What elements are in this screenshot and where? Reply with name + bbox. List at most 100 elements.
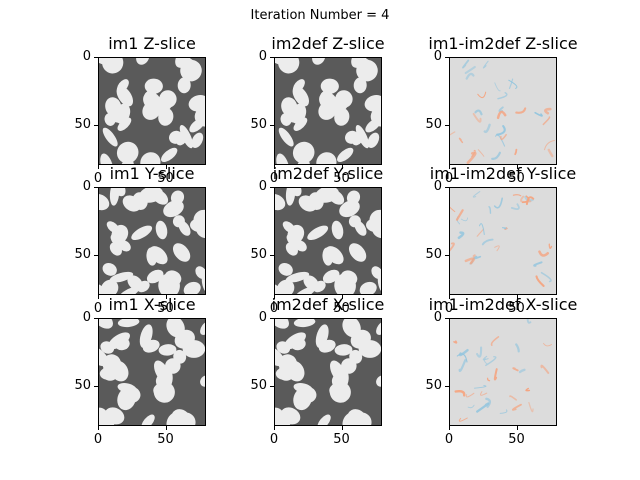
diff-streak <box>480 391 488 396</box>
xtick-label: 0 <box>93 432 103 447</box>
diff-streak <box>534 111 543 117</box>
diff-streak <box>514 148 518 156</box>
grain-blob <box>367 132 380 148</box>
grain-blob <box>346 190 361 205</box>
grain-blob <box>290 103 307 124</box>
grain-blob <box>293 117 308 131</box>
grain-blob <box>140 152 161 164</box>
grain-blob <box>102 127 118 147</box>
grain-blob <box>356 59 378 82</box>
grain-blob <box>286 188 302 197</box>
diff-streak <box>490 336 500 346</box>
grain-blob <box>99 319 112 325</box>
diff-streak <box>515 343 520 353</box>
ytick-label: 0 <box>82 179 91 194</box>
grain-blob <box>188 95 205 112</box>
ytick-mark <box>94 187 98 188</box>
xtick-mark <box>165 295 167 299</box>
diff-streak <box>499 409 508 414</box>
ytick-mark <box>94 385 98 387</box>
grain-blob <box>297 158 310 164</box>
diff-streak <box>515 107 527 114</box>
grain-blob <box>180 59 202 82</box>
grain-blob <box>110 234 123 248</box>
ytick-label: 50 <box>74 246 91 262</box>
grain-blob <box>284 332 306 350</box>
xtick-mark <box>98 426 99 430</box>
ytick-label: 50 <box>250 116 267 132</box>
diff-streak <box>544 140 555 151</box>
grain-blob <box>109 271 134 283</box>
xtick-label: 0 <box>269 301 279 316</box>
xtick-label: 0 <box>269 171 279 186</box>
image-diff-y <box>450 188 556 294</box>
diff-streak <box>458 359 467 373</box>
diff-streak <box>473 385 487 389</box>
grain-blob <box>322 269 340 284</box>
grain-blob <box>275 319 288 325</box>
diff-streak <box>482 355 489 361</box>
diff-streak <box>512 367 519 372</box>
grain-blob <box>365 118 381 133</box>
diff-streak <box>464 65 476 75</box>
grain-blob <box>348 243 367 262</box>
diff-streak <box>477 91 487 99</box>
diff-streak <box>495 134 506 147</box>
xtick-mark <box>449 165 450 169</box>
diff-streak <box>496 110 507 120</box>
diff-streak <box>542 116 551 126</box>
grain-blob <box>99 407 109 425</box>
axes-im1-z <box>98 57 206 165</box>
ytick-label: 50 <box>425 246 442 262</box>
diff-streak <box>493 197 503 209</box>
ytick-label: 50 <box>250 377 267 393</box>
grain-blob <box>182 340 205 358</box>
diff-streak <box>540 271 552 283</box>
diff-streak <box>508 78 514 89</box>
axes-diff-z <box>449 57 557 165</box>
grain-blob <box>278 262 293 276</box>
grain-blob <box>358 340 381 358</box>
grain-blob <box>110 188 126 197</box>
diff-streak <box>508 79 518 89</box>
xtick-mark <box>341 165 343 169</box>
grain-blob <box>348 215 361 228</box>
grain-blob <box>141 414 155 425</box>
ytick-label: 0 <box>258 310 267 325</box>
diff-streak <box>497 92 508 100</box>
diff-streak <box>494 82 501 92</box>
diff-streak <box>509 395 517 401</box>
xtick-mark <box>165 426 167 430</box>
diff-streak <box>535 275 545 287</box>
grain-blob <box>118 286 140 294</box>
grain-blob <box>195 266 205 279</box>
image-im1-y <box>99 188 205 294</box>
grain-blob <box>172 215 185 228</box>
grain-blob <box>329 382 347 397</box>
grain-blob <box>104 407 125 425</box>
image-im2def-z <box>275 58 381 164</box>
ytick-label: 50 <box>74 116 91 132</box>
diff-streak <box>533 261 543 267</box>
ytick-mark <box>270 318 274 319</box>
ytick-label: 50 <box>250 246 267 262</box>
panel-title-diff-z: im1-im2def Z-slice <box>428 34 578 53</box>
grain-blob <box>307 225 329 241</box>
axes-im1-x <box>98 318 206 426</box>
diff-streak <box>512 194 522 197</box>
grain-blob <box>376 375 381 387</box>
grain-blob <box>275 284 282 294</box>
grain-blob <box>99 284 106 294</box>
diff-streak <box>477 149 485 157</box>
panel-title-im1-z: im1 Z-slice <box>108 34 196 53</box>
diff-streak <box>481 238 494 246</box>
grain-blob <box>342 319 361 338</box>
axes-diff-x <box>449 318 557 426</box>
grain-blob <box>303 275 319 291</box>
grain-blob <box>320 78 339 94</box>
grain-blob <box>100 153 114 164</box>
diff-streak <box>491 151 501 160</box>
grain-blob <box>171 409 192 425</box>
panel-title-im2def-z: im2def Z-slice <box>271 34 385 53</box>
ytick-mark <box>270 187 274 188</box>
